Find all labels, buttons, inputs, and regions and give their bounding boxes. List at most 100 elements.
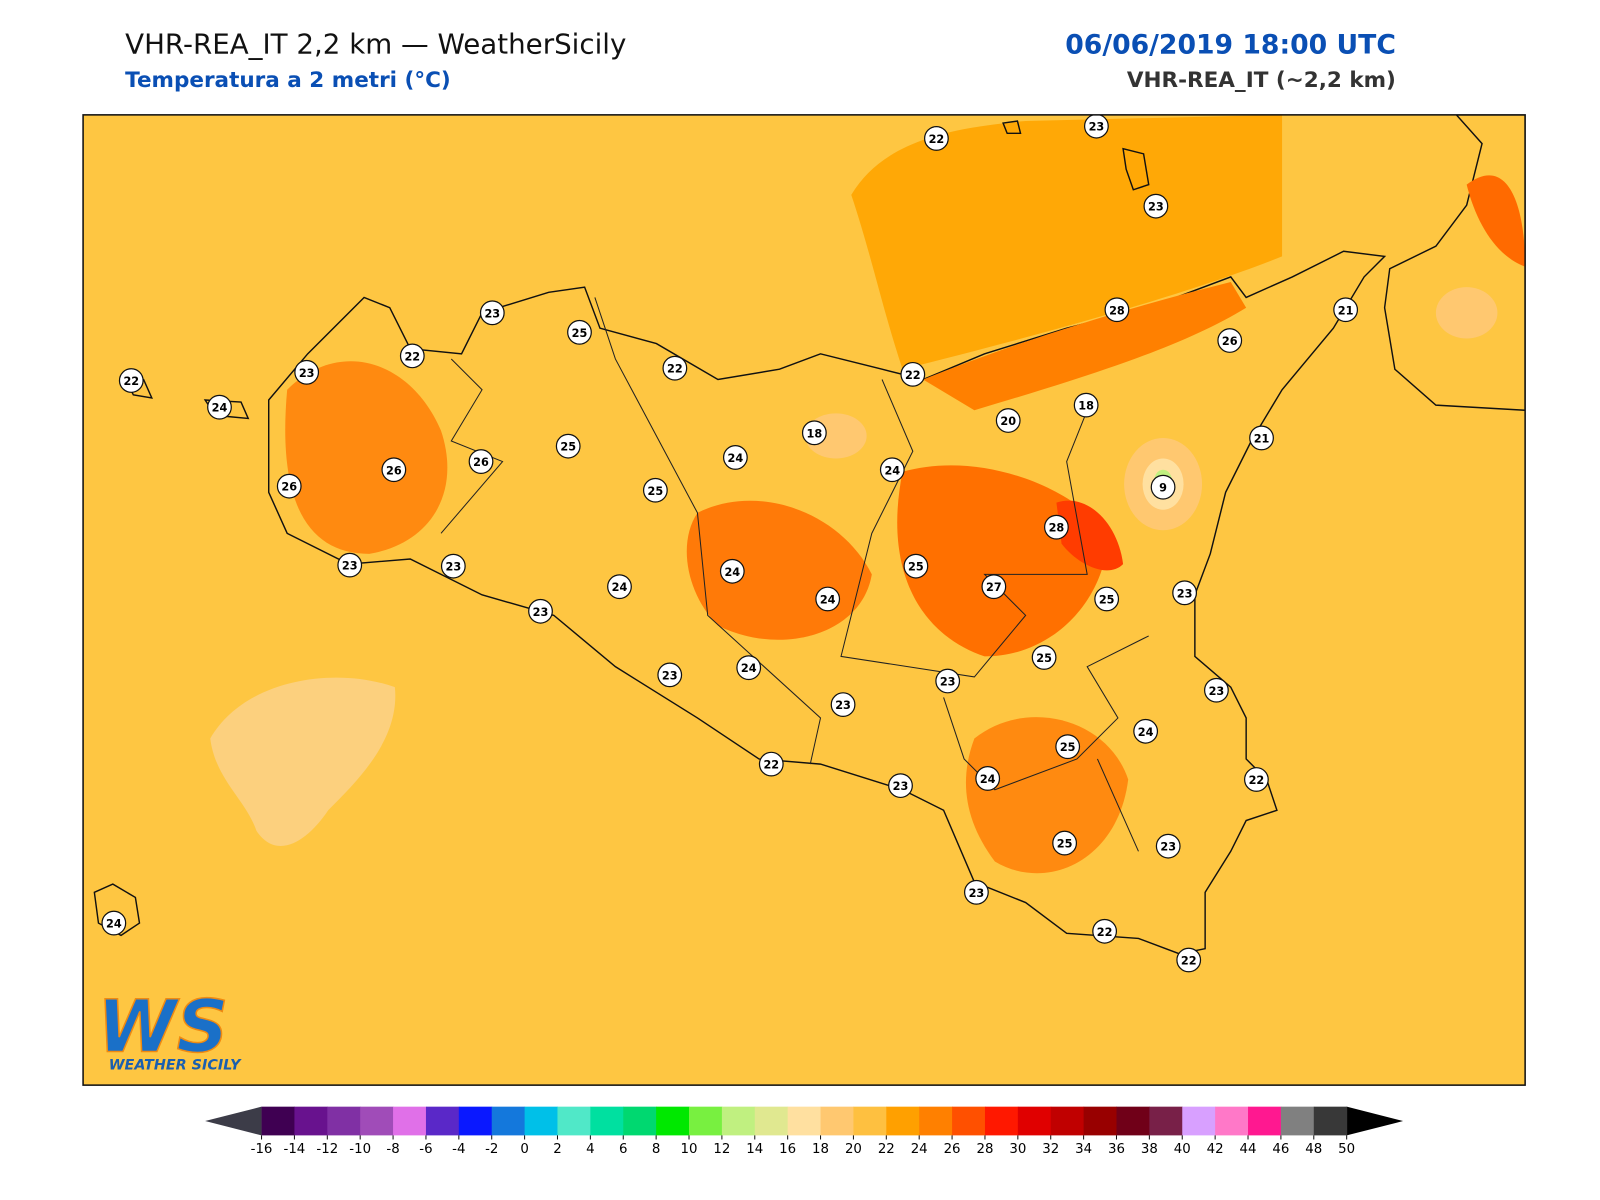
colorbar-tick-label: 10	[681, 1142, 698, 1157]
colorbar-box	[787, 1106, 822, 1136]
station-marker	[1073, 392, 1099, 418]
station-value: 23	[969, 887, 985, 900]
station-marker	[758, 751, 784, 777]
station-marker	[1094, 586, 1120, 612]
colorbar-box	[1149, 1106, 1183, 1136]
station-value: 23	[1177, 587, 1193, 600]
colorbar-tick-label: 4	[586, 1142, 594, 1157]
station-marker	[440, 553, 466, 579]
station-marker	[975, 766, 1001, 791]
warm-patch-west	[285, 361, 448, 554]
station-marker	[1204, 677, 1229, 703]
station-marker	[1217, 328, 1243, 353]
station-marker	[468, 449, 494, 474]
colorbar-box	[1083, 1106, 1118, 1136]
colorbar-box	[754, 1106, 789, 1136]
station-value: 21	[1254, 432, 1270, 445]
station-marker	[101, 910, 127, 936]
station-marker	[722, 445, 748, 470]
colorbar-box	[590, 1106, 624, 1136]
station-value: 22	[929, 133, 945, 146]
station-value: 23	[445, 561, 461, 574]
stations: 22 23 23 23 25 22 23 22 24 22 22 28 26 21 20 18 18 21 25 24…	[101, 114, 1359, 973]
colorbar-box	[1313, 1106, 1348, 1136]
station-value: 24	[212, 402, 228, 415]
station-value: 24	[1138, 726, 1154, 739]
station-marker	[294, 359, 320, 385]
logo-text: WEATHER SICILY	[109, 1058, 242, 1074]
station-marker	[830, 692, 856, 718]
colorbar-tick-label: 50	[1338, 1142, 1355, 1157]
station-value: 18	[807, 427, 823, 440]
colorbar-tick-label: 20	[845, 1142, 862, 1157]
station-marker	[1155, 833, 1181, 859]
station-value: 23	[299, 367, 315, 380]
station-value: 23	[893, 780, 909, 793]
station-marker	[642, 477, 668, 503]
logo: WS WEATHER SICILY	[97, 984, 242, 1074]
datetime: 06/06/2019 18:00 UTC	[1065, 29, 1396, 60]
colorbar-box	[1182, 1106, 1216, 1136]
colorbar-box	[1215, 1106, 1249, 1136]
station-marker	[1244, 767, 1269, 792]
colorbar-box	[557, 1106, 591, 1136]
colorbar-tick-label: 40	[1174, 1142, 1191, 1157]
colorbar-box	[721, 1106, 756, 1136]
station-marker	[1044, 514, 1069, 540]
colorbar-tick-label: -12	[316, 1142, 338, 1157]
colorbar-box	[491, 1106, 526, 1136]
title: VHR-REA_IT 2,2 km — WeatherSicily	[125, 27, 626, 60]
colorbar-box	[689, 1106, 723, 1136]
station-value: 22	[1181, 955, 1197, 968]
colorbar-tick-label: 2	[553, 1142, 561, 1157]
station-marker	[903, 553, 929, 579]
colorbar-box	[984, 1106, 1019, 1136]
station-value: 22	[123, 375, 139, 388]
station-marker	[1176, 947, 1202, 973]
station-value: 9	[1159, 482, 1167, 495]
station-value: 23	[1160, 841, 1176, 854]
colorbar-tick-label: 18	[812, 1142, 829, 1157]
station-marker	[118, 368, 144, 393]
station-value: 22	[763, 759, 779, 772]
station-value: 26	[1222, 335, 1238, 348]
station-value: 27	[986, 581, 1002, 594]
station-value: 24	[106, 918, 122, 931]
station-marker	[1133, 718, 1159, 744]
station-value: 25	[1057, 838, 1073, 851]
station-marker	[935, 668, 961, 694]
station-marker	[879, 457, 905, 483]
station-marker	[555, 433, 581, 459]
colorbar-box	[1116, 1106, 1150, 1136]
station-value: 22	[404, 350, 420, 363]
station-value: 24	[741, 662, 757, 675]
station-value: 25	[1036, 652, 1052, 665]
colorbar-tick-label: 14	[746, 1142, 763, 1157]
colorbar-box	[458, 1106, 493, 1136]
colorbar-box	[1280, 1106, 1315, 1136]
colorbar-box	[952, 1106, 986, 1136]
colorbar-tick-label: 34	[1075, 1142, 1092, 1157]
station-marker	[1104, 297, 1130, 323]
station-marker	[981, 574, 1007, 600]
colorbar-box	[327, 1106, 361, 1136]
colorbar-box	[623, 1106, 657, 1136]
station-marker	[479, 300, 505, 326]
station-marker	[399, 343, 425, 369]
station-value: 24	[820, 594, 836, 607]
lipari	[1122, 147, 1150, 191]
station-value: 23	[1148, 201, 1164, 214]
station-marker	[1333, 297, 1359, 323]
station-marker	[567, 319, 592, 345]
warm-patch-north	[923, 282, 1247, 411]
colorbar-tick-label: 6	[619, 1142, 627, 1157]
colorbar-tick-label: 26	[944, 1142, 961, 1157]
station-marker	[337, 552, 363, 578]
station-value: 23	[940, 676, 956, 689]
colorbar-tick-label: 30	[1009, 1142, 1026, 1157]
station-value: 20	[1000, 415, 1016, 428]
colorbar-box	[425, 1106, 460, 1136]
station-value: 22	[1249, 774, 1265, 787]
